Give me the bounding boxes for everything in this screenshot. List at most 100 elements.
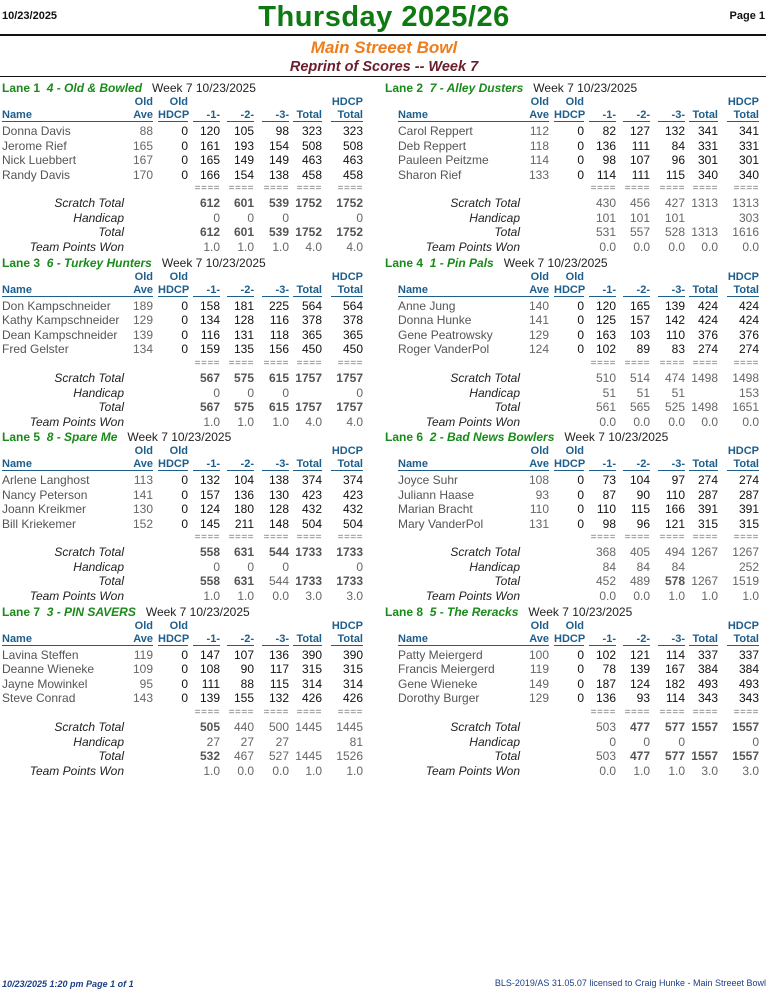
player-g3: 98: [275, 124, 289, 138]
column-header-g2: -2-: [623, 632, 650, 646]
player-name: Jayne Mowinkel: [2, 676, 88, 691]
summary-label-total: Total: [494, 225, 520, 239]
total-separator: ====: [194, 706, 220, 718]
total-separator: ====: [228, 183, 254, 194]
column-header-old-ave-top: Old: [530, 445, 549, 457]
column-header-name: Name: [398, 283, 549, 297]
handicap-game-3: 0: [282, 385, 289, 400]
player-old-average: 119: [133, 647, 153, 662]
player-g3: 130: [268, 487, 289, 502]
scratch-game-2: 631: [233, 545, 254, 559]
total-game-2: 631: [233, 574, 254, 588]
summary-label-handicap: Handicap: [469, 560, 520, 574]
player-hdcp-total: 424: [738, 313, 759, 327]
handicap-game-2: 101: [629, 211, 650, 225]
player-g2: 88: [240, 676, 254, 691]
handicap-game-1: 0: [213, 560, 220, 574]
handicap-game-2: 0: [247, 211, 254, 225]
player-g2: 89: [636, 342, 650, 356]
player-g3: 142: [664, 313, 685, 327]
player-g1: 114: [596, 167, 616, 182]
lane-number: Lane 3: [2, 255, 41, 270]
scratch-game-1: 505: [199, 719, 220, 734]
summary-label-handicap: Handicap: [469, 385, 520, 400]
player-g2: 131: [233, 327, 254, 342]
player-hdcp-total: 463: [342, 153, 363, 167]
total-series: 1733: [295, 574, 322, 588]
lane-number: Lane 4: [385, 255, 424, 270]
total-separator: ====: [228, 706, 254, 718]
player-name: Joyce Suhr: [398, 473, 459, 487]
lane-block: Lane 7 3 - PIN SAVERS Week 7 10/23/2025 O…: [0, 605, 380, 779]
column-header-name: Name: [2, 632, 153, 646]
player-total: 343: [697, 691, 718, 705]
total-series: 1752: [295, 225, 322, 239]
column-header-name: Name: [398, 108, 549, 122]
points-game-2: 1.0: [237, 414, 254, 429]
points-series: 0.0: [701, 240, 718, 254]
player-name: Steve Conrad: [2, 691, 76, 705]
player-g2: 181: [233, 298, 254, 313]
total-separator: ====: [228, 532, 254, 543]
points-game-2: 0.0: [633, 589, 650, 603]
week-date: Week 7 10/23/2025: [533, 81, 638, 95]
total-separator: ====: [659, 706, 685, 718]
scratch-hdcp-series: 1733: [336, 545, 363, 559]
total-separator: ====: [296, 532, 322, 543]
points-game-1: 0.0: [599, 763, 616, 778]
points-series: 4.0: [305, 414, 322, 429]
player-g2: 180: [233, 502, 254, 516]
column-header-g2: -2-: [623, 283, 650, 297]
player-g1: 102: [595, 342, 616, 356]
lane-block: Lane 8 5 - The Reracks Week 7 10/23/2025…: [385, 604, 768, 779]
scratch-game-3: 427: [664, 196, 685, 210]
scratch-game-2: 405: [629, 545, 650, 559]
player-hdcp: 0: [181, 298, 188, 313]
subheader-rule: [0, 76, 766, 77]
player-old-average: 170: [132, 167, 153, 182]
player-g3: 114: [665, 647, 685, 662]
player-g2: 136: [233, 487, 254, 502]
player-g1: 120: [199, 124, 220, 138]
column-header-name: Name: [398, 457, 549, 471]
scratch-series: 1557: [691, 719, 718, 734]
player-hdcp-total: 340: [738, 167, 759, 182]
player-hdcp: 0: [181, 313, 188, 327]
column-header-old-ave-top: Old: [530, 96, 549, 108]
player-g1: 124: [199, 502, 220, 516]
player-total: 458: [301, 167, 322, 182]
player-name: Mary VanderPol: [398, 516, 484, 531]
player-old-average: 165: [132, 138, 153, 153]
total-separator: ====: [659, 532, 685, 543]
player-name: Donna Hunke: [398, 313, 472, 327]
player-hdcp: 0: [577, 676, 584, 691]
column-header-old-ave-top: Old: [134, 96, 153, 108]
handicap-game-3: 0: [282, 211, 289, 225]
player-old-average: 139: [132, 327, 153, 342]
team-name: 5 - The Reracks: [429, 604, 519, 619]
total-game-1: 612: [199, 225, 220, 239]
total-series: 1557: [691, 748, 718, 763]
column-header-total: Total: [689, 108, 718, 122]
summary-label-handicap: Handicap: [73, 385, 124, 400]
player-g3: 118: [269, 327, 289, 342]
points-hdcp-series: 3.0: [346, 589, 363, 603]
handicap-hdcp-series: 0: [356, 385, 363, 400]
player-hdcp: 0: [577, 691, 584, 705]
player-total: 426: [301, 691, 322, 705]
player-name: Jerome Rief: [2, 138, 67, 153]
total-game-2: 477: [629, 748, 650, 763]
column-header-old-ave-top: Old: [134, 619, 153, 632]
player-old-average: 112: [529, 124, 549, 138]
scratch-series: 1267: [691, 545, 718, 559]
player-g3: 128: [268, 502, 289, 516]
column-header-hdcp-total: Total: [727, 457, 759, 471]
player-g2: 90: [636, 487, 650, 502]
player-total: 564: [301, 298, 322, 313]
total-game-1: 531: [595, 225, 616, 239]
total-hdcp-series: 1757: [336, 399, 363, 414]
handicap-series: [689, 735, 718, 749]
total-separator: ====: [296, 706, 322, 718]
player-hdcp-total: 426: [342, 691, 363, 705]
team-name: 6 - Turkey Hunters: [46, 255, 152, 270]
